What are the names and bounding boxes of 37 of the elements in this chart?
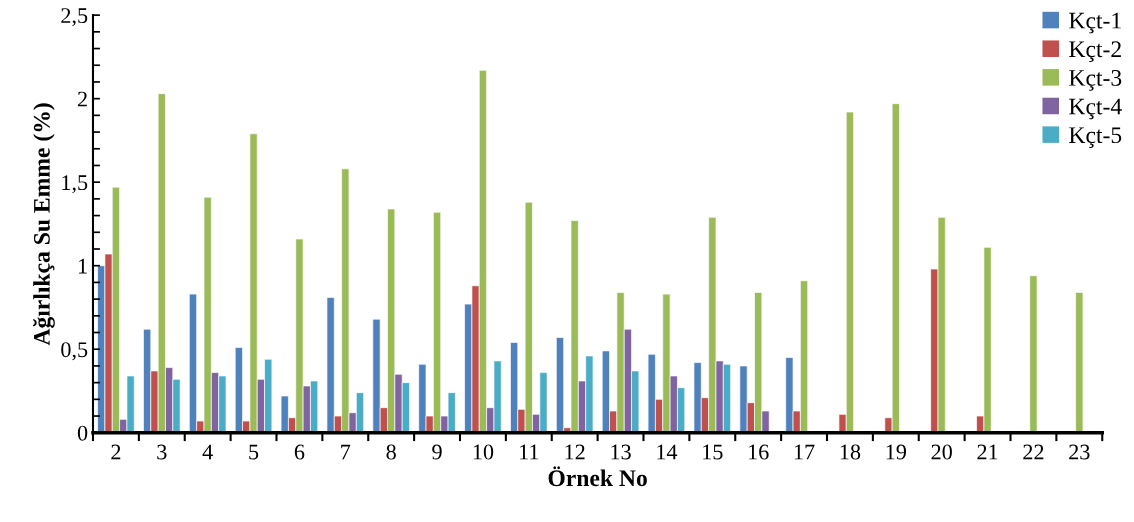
- x-tick-label: 23: [1069, 444, 1090, 460]
- x-tick-label: 18: [840, 444, 861, 460]
- legend-label: Kçt-4: [1069, 98, 1122, 120]
- legend-label: Kçt-2: [1069, 41, 1121, 62]
- x-tick-label: 5: [249, 444, 259, 460]
- legend-label: Kçt-3: [1069, 69, 1122, 91]
- x-tick-label: 21: [977, 444, 998, 460]
- x-tick-label: 22: [1023, 444, 1044, 460]
- y-tick-label: 0: [77, 425, 88, 441]
- x-tick-label: 3: [157, 444, 167, 460]
- x-tick-label: 17: [794, 444, 815, 460]
- bar: [1029, 275, 1038, 433]
- x-tick-label: 16: [749, 444, 769, 460]
- x-tick-label: 20: [931, 444, 952, 460]
- legend-label: Kçt-5: [1069, 127, 1122, 148]
- x-tick-label: 15: [703, 444, 723, 460]
- x-tick-label: 7: [341, 444, 351, 460]
- x-tick-label: 12: [565, 444, 585, 460]
- y-tick-label: 1,5: [62, 175, 88, 194]
- bar: [1075, 292, 1084, 433]
- legend-label: Kçt-1: [1069, 12, 1121, 34]
- x-tick-label: 8: [386, 444, 396, 460]
- x-tick-label: 10: [473, 444, 494, 460]
- x-axis-title: Örnek No: [548, 466, 647, 487]
- x-tick-label: 4: [202, 444, 213, 460]
- x-tick-label: 13: [611, 444, 631, 460]
- y-tick-label: 2,5: [61, 8, 88, 27]
- x-tick-label: 11: [520, 444, 539, 460]
- x-tick-label: 19: [886, 444, 907, 460]
- y-tick-label: 2: [77, 91, 87, 107]
- x-tick-label: 6: [294, 444, 305, 460]
- x-tick-label: 14: [657, 444, 678, 460]
- x-tick-label: 2: [111, 444, 121, 460]
- y-tick-label: 1: [78, 258, 87, 274]
- y-tick-label: 0,5: [61, 342, 88, 361]
- x-tick-label: 9: [432, 444, 442, 460]
- y-axis-title: Ağırlıkça Su Emme (%): [32, 103, 55, 346]
